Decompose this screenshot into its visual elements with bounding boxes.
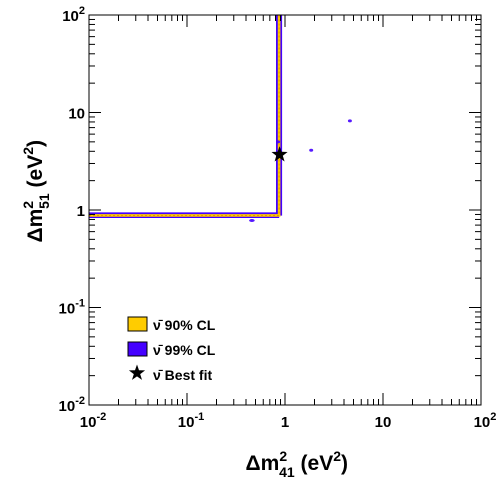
y-axis-title-unit-close: ) [24,140,47,147]
x-tick-label-3: 10 [375,414,392,431]
cl99-island-1 [347,119,352,123]
legend-label-best-fit: ν̄ Best fit [153,367,212,383]
y-axis-title-sup: 2 [20,201,36,209]
legend-swatch-cl90 [127,316,148,332]
y-tick-label-1: 10-1 [59,298,85,318]
cl99-island-0 [309,148,314,152]
legend-label-cl99: ν̄ 99% CL [153,342,216,358]
x-tick-label-0: 10-2 [80,411,106,431]
y-axis-title-unit: (eV [24,155,47,194]
cl99-band-0 [89,15,280,218]
x-tick-label-1-base: 10 [178,414,195,431]
y-tick-label-1-exp: -1 [75,298,85,310]
legend-star-icon [128,364,146,380]
axis-ticks [88,15,481,406]
x-tick-label-0-base: 10 [80,414,97,431]
x-tick-label-0-exp: -2 [96,411,106,423]
x-axis-title-unit-sup: 2 [333,448,341,464]
x-tick-label-2: 1 [281,414,289,431]
y-tick-label-3: 10 [68,106,85,123]
best-fit-layer [271,146,288,162]
x-tick-label-1: 10-1 [178,411,204,431]
y-tick-label-0-base: 10 [59,398,76,415]
legend: ν̄ 90% CL ν̄ 99% CL ν̄ Best fit [127,316,216,383]
y-axis-title-sub: 51 [36,193,52,209]
y-tick-label-1-base: 10 [59,301,76,318]
y-axis-title: Δm251 (eV2) [20,140,52,242]
x-axis-title-unit: (eV [295,452,334,475]
cl99-island-3 [276,140,281,144]
cl90-band-0 [89,15,281,217]
exclusion-regions [89,15,283,218]
x-axis-title-unit-close: ) [341,452,348,475]
y-axis-title-main: Δm [24,209,47,243]
x-tick-label-4: 102 [474,411,496,431]
cl99-band-1 [89,15,283,216]
x-tick-label-4-exp: 2 [490,411,496,423]
legend-swatch-cl99 [127,341,148,357]
y-tick-label-4-base: 10 [62,8,79,25]
cl90-boundary-0 [89,15,280,216]
x-axis-title-sup: 2 [279,448,287,464]
x-axis-title: Δm2 41 (eV2) [246,448,348,480]
y-tick-label-4: 102 [62,5,85,25]
island-regions [249,119,352,222]
plot-frame [88,14,482,406]
legend-label-cl90: ν̄ 90% CL [153,317,216,333]
x-axis-title-sub: 41 [279,464,295,480]
y-tick-label-0: 10-2 [59,395,85,415]
cl99-island-2 [249,219,255,222]
y-axis-title-unit-sup: 2 [20,147,36,155]
x-tick-label-1-exp: -1 [194,411,204,423]
x-axis-title-main: Δm [246,452,280,475]
y-tick-label-4-exp: 2 [79,5,85,17]
best-fit-marker [271,146,288,162]
x-tick-labels: 10-2 10-1 1 10 102 [80,411,496,431]
y-tick-label-0-exp: -2 [75,395,85,407]
legend-star-shape [128,364,146,380]
x-tick-label-4-base: 10 [474,414,491,431]
y-tick-label-2: 1 [77,203,85,220]
